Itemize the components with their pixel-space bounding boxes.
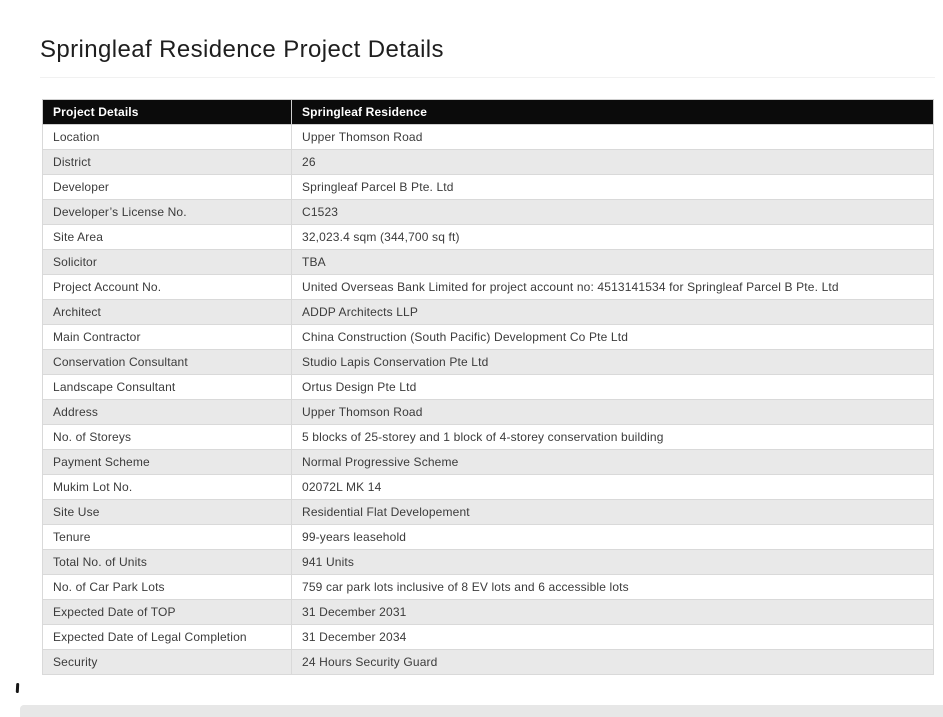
table-row: Payment Scheme Normal Progressive Scheme — [42, 449, 934, 475]
row-value: Residential Flat Developement — [291, 499, 934, 525]
row-label: Landscape Consultant — [42, 374, 292, 400]
row-label: Tenure — [42, 524, 292, 550]
table-row: Landscape Consultant Ortus Design Pte Lt… — [42, 374, 934, 400]
table-row: Developer’s License No. C1523 — [42, 199, 934, 225]
table-row: Expected Date of Legal Completion 31 Dec… — [42, 624, 934, 650]
stray-mark — [15, 682, 20, 694]
next-section-edge — [20, 705, 943, 717]
table-row: Address Upper Thomson Road — [42, 399, 934, 425]
row-value: Upper Thomson Road — [291, 399, 934, 425]
row-label: Security — [42, 649, 292, 675]
row-label: Mukim Lot No. — [42, 474, 292, 500]
row-value: Upper Thomson Road — [291, 124, 934, 150]
table-row: No. of Storeys 5 blocks of 25-storey and… — [42, 424, 934, 450]
row-label: Architect — [42, 299, 292, 325]
page-title: Springleaf Residence Project Details — [40, 36, 444, 63]
table-row: Site Area 32,023.4 sqm (344,700 sq ft) — [42, 224, 934, 250]
row-label: Site Area — [42, 224, 292, 250]
table-row: Project Account No. United Overseas Bank… — [42, 274, 934, 300]
row-label: Site Use — [42, 499, 292, 525]
table-row: Security 24 Hours Security Guard — [42, 649, 934, 675]
table-row: Expected Date of TOP 31 December 2031 — [42, 599, 934, 625]
row-label: Main Contractor — [42, 324, 292, 350]
table-row: Total No. of Units 941 Units — [42, 549, 934, 575]
row-label: Location — [42, 124, 292, 150]
row-value: TBA — [291, 249, 934, 275]
table-row: Site Use Residential Flat Developement — [42, 499, 934, 525]
table-row: No. of Car Park Lots 759 car park lots i… — [42, 574, 934, 600]
row-value: ADDP Architects LLP — [291, 299, 934, 325]
row-value: Ortus Design Pte Ltd — [291, 374, 934, 400]
row-label: Developer — [42, 174, 292, 200]
row-label: Solicitor — [42, 249, 292, 275]
row-value: 941 Units — [291, 549, 934, 575]
row-label: Payment Scheme — [42, 449, 292, 475]
row-label: Total No. of Units — [42, 549, 292, 575]
row-value: C1523 — [291, 199, 934, 225]
table-body: Location Upper Thomson Road District 26 … — [42, 124, 934, 675]
table-row: Mukim Lot No. 02072L MK 14 — [42, 474, 934, 500]
table-row: Tenure 99-years leasehold — [42, 524, 934, 550]
row-value: Normal Progressive Scheme — [291, 449, 934, 475]
row-value: 02072L MK 14 — [291, 474, 934, 500]
row-value: Studio Lapis Conservation Pte Ltd — [291, 349, 934, 375]
row-value: 31 December 2034 — [291, 624, 934, 650]
row-label: Expected Date of Legal Completion — [42, 624, 292, 650]
row-label: Developer’s License No. — [42, 199, 292, 225]
row-label: No. of Car Park Lots — [42, 574, 292, 600]
header-cell-project-details: Project Details — [42, 99, 292, 125]
row-value: 24 Hours Security Guard — [291, 649, 934, 675]
table-row: Conservation Consultant Studio Lapis Con… — [42, 349, 934, 375]
row-label: Expected Date of TOP — [42, 599, 292, 625]
row-label: Conservation Consultant — [42, 349, 292, 375]
table-row: Solicitor TBA — [42, 249, 934, 275]
table-row: Developer Springleaf Parcel B Pte. Ltd — [42, 174, 934, 200]
row-value: China Construction (South Pacific) Devel… — [291, 324, 934, 350]
row-label: Project Account No. — [42, 274, 292, 300]
table-row: Main Contractor China Construction (Sout… — [42, 324, 934, 350]
row-value: 31 December 2031 — [291, 599, 934, 625]
title-divider — [40, 77, 935, 78]
row-value: United Overseas Bank Limited for project… — [291, 274, 934, 300]
row-value: Springleaf Parcel B Pte. Ltd — [291, 174, 934, 200]
row-value: 759 car park lots inclusive of 8 EV lots… — [291, 574, 934, 600]
row-value: 26 — [291, 149, 934, 175]
row-value: 99-years leasehold — [291, 524, 934, 550]
row-label: District — [42, 149, 292, 175]
table-header-row: Project Details Springleaf Residence — [42, 99, 934, 125]
project-details-table: Project Details Springleaf Residence Loc… — [42, 99, 934, 675]
row-value: 32,023.4 sqm (344,700 sq ft) — [291, 224, 934, 250]
row-label: Address — [42, 399, 292, 425]
table-header: Project Details Springleaf Residence — [42, 99, 934, 125]
row-label: No. of Storeys — [42, 424, 292, 450]
table-row: Architect ADDP Architects LLP — [42, 299, 934, 325]
row-value: 5 blocks of 25-storey and 1 block of 4-s… — [291, 424, 934, 450]
table-row: District 26 — [42, 149, 934, 175]
table-row: Location Upper Thomson Road — [42, 124, 934, 150]
header-cell-springleaf-residence: Springleaf Residence — [291, 99, 934, 125]
